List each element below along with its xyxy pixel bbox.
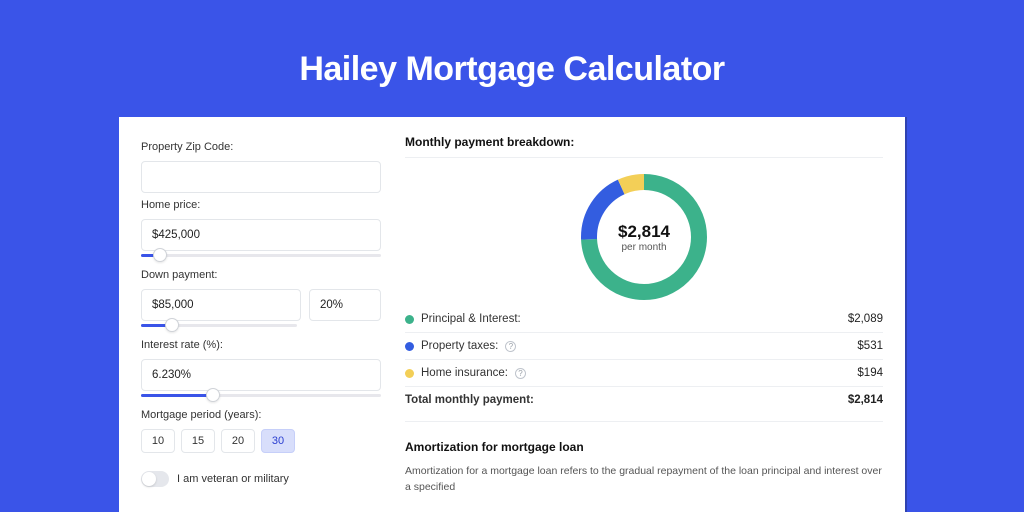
slider-thumb[interactable] (165, 318, 179, 332)
home-price-label: Home price: (141, 199, 381, 211)
down-payment-label: Down payment: (141, 269, 381, 281)
legend-dot (405, 369, 414, 378)
legend: Principal & Interest: $2,089 Property taxe… (405, 306, 883, 413)
legend-row: Principal & Interest: $2,089 (405, 306, 883, 332)
amortization-text: Amortization for a mortgage loan refers … (405, 464, 883, 496)
legend-total-label: Total monthly payment: (405, 394, 534, 406)
info-icon[interactable]: ? (515, 368, 526, 379)
slider-thumb[interactable] (153, 248, 167, 262)
zip-input[interactable] (141, 161, 381, 193)
period-option-30[interactable]: 30 (261, 429, 295, 453)
zip-label: Property Zip Code: (141, 141, 381, 153)
veteran-toggle[interactable] (141, 471, 169, 487)
divider (405, 157, 883, 158)
interest-rate-slider[interactable] (141, 389, 381, 403)
payment-donut-chart: $2,814 per month (581, 174, 707, 300)
legend-dot (405, 315, 414, 324)
mortgage-period-label: Mortgage period (years): (141, 409, 381, 421)
legend-dot (405, 342, 414, 351)
donut-center-sub: per month (621, 242, 666, 253)
legend-total-row: Total monthly payment: $2,814 (405, 387, 883, 413)
period-option-20[interactable]: 20 (221, 429, 255, 453)
inputs-panel: Property Zip Code: Home price: Down paym… (141, 135, 381, 512)
legend-value: $194 (857, 367, 883, 379)
breakdown-panel: Monthly payment breakdown: $2,814 per mo… (405, 135, 883, 512)
veteran-label: I am veteran or military (177, 473, 289, 485)
mortgage-period-options: 10152030 (141, 429, 381, 453)
calculator-card: Property Zip Code: Home price: Down paym… (119, 117, 905, 512)
legend-label: Home insurance: (421, 367, 508, 379)
legend-row: Home insurance:? $194 (405, 360, 883, 386)
legend-total-value: $2,814 (848, 394, 883, 406)
legend-label: Property taxes: (421, 340, 498, 352)
breakdown-title: Monthly payment breakdown: (405, 135, 883, 149)
home-price-slider[interactable] (141, 249, 381, 263)
down-payment-amount-input[interactable] (141, 289, 301, 321)
legend-value: $2,089 (848, 313, 883, 325)
home-price-input[interactable] (141, 219, 381, 251)
info-icon[interactable]: ? (505, 341, 516, 352)
legend-row: Property taxes:? $531 (405, 333, 883, 359)
down-payment-percent-input[interactable] (309, 289, 381, 321)
interest-rate-input[interactable] (141, 359, 381, 391)
legend-label: Principal & Interest: (421, 313, 521, 325)
donut-center-amount: $2,814 (618, 222, 670, 242)
amortization-title: Amortization for mortgage loan (405, 440, 883, 454)
period-option-10[interactable]: 10 (141, 429, 175, 453)
page-title: Hailey Mortgage Calculator (299, 50, 724, 89)
interest-rate-label: Interest rate (%): (141, 339, 381, 351)
slider-thumb[interactable] (206, 388, 220, 402)
down-payment-slider[interactable] (141, 319, 297, 333)
divider (405, 421, 883, 422)
period-option-15[interactable]: 15 (181, 429, 215, 453)
legend-value: $531 (857, 340, 883, 352)
amortization-section: Amortization for mortgage loan Amortizat… (405, 440, 883, 496)
